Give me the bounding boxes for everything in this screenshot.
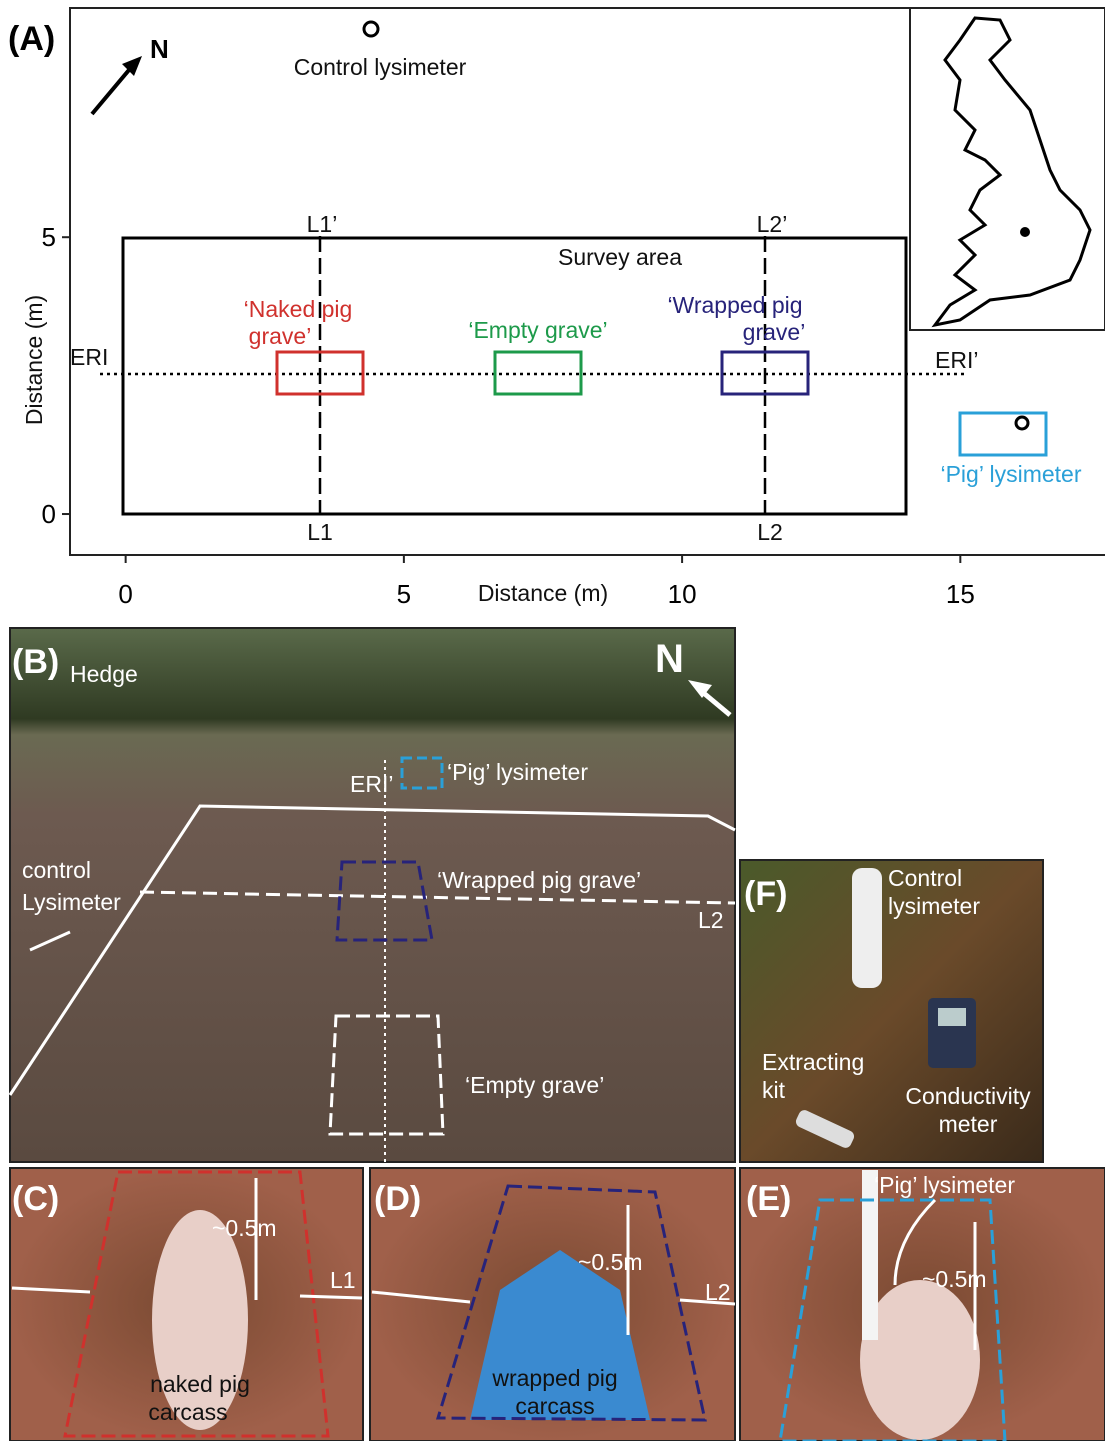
photo-b: (B) Hedge N ‘Pig’ lysimeter ERI’ control…	[8, 627, 736, 1163]
kit-label: Extracting	[762, 1049, 864, 1075]
l1-bottom: L1	[307, 519, 333, 545]
caption: naked pig	[150, 1371, 250, 1397]
site-location	[1020, 227, 1030, 237]
wrapped-carcass	[470, 1250, 650, 1420]
extracting-kit	[795, 1110, 855, 1148]
l2-line	[371, 1290, 471, 1304]
meter-screen	[938, 1008, 966, 1026]
survey-boundary	[8, 804, 736, 1096]
pig-lysimeter-marker	[1014, 415, 1030, 431]
inset-frame	[909, 7, 1105, 331]
wrapped-grave-label: ‘Wrapped pig grave’	[437, 867, 641, 893]
y-axis-label: Distance (m)	[21, 295, 47, 425]
l1-top: L1’	[307, 211, 338, 237]
pig-lysimeter-box	[958, 411, 1048, 457]
photo-e: (E) ‘Pig’ lysimeter ~0.5m	[739, 1167, 1105, 1441]
depth-label: ~0.5m	[578, 1249, 643, 1275]
wrapped-grave-label: ‘Wrapped pig	[667, 292, 802, 318]
wrapped-grave	[335, 860, 434, 942]
north-arrow	[90, 62, 136, 116]
pig-carcass	[860, 1280, 980, 1440]
photo-c: (C) ~0.5m L1 naked pig carcass	[9, 1167, 364, 1441]
x-tick-label: 0	[118, 579, 132, 609]
l2-line	[679, 1298, 736, 1306]
eri-label: ERI’	[350, 771, 393, 797]
l2-bottom: L2	[757, 519, 783, 545]
control-lysimeter-label: Control lysimeter	[294, 54, 467, 80]
x-tick-label: 5	[397, 579, 411, 609]
panel-label: (B)	[12, 643, 59, 681]
north-arrow	[698, 688, 732, 717]
eri-start: ERI	[70, 344, 108, 370]
pig-lysimeter-label: ‘Pig’ lysimeter	[447, 759, 588, 785]
panel-label: (C)	[12, 1180, 59, 1218]
panel-label: (E)	[746, 1180, 791, 1218]
l1-line	[11, 1286, 91, 1294]
l2-line	[139, 890, 736, 905]
control-lysimeter	[852, 868, 882, 988]
panel-label: (F)	[744, 875, 787, 913]
x-tick-label: 15	[946, 579, 975, 609]
meter-label: meter	[939, 1111, 998, 1137]
wrapped-grave-label: grave’	[743, 319, 806, 345]
photo-f-background	[739, 859, 1044, 1163]
survey-area	[121, 236, 908, 516]
north-arrow-head	[122, 56, 142, 76]
x-axis-label: Distance (m)	[478, 580, 608, 606]
control-arrow	[29, 930, 71, 952]
depth-label: ~0.5m	[212, 1215, 277, 1241]
caption: carcass	[515, 1393, 594, 1419]
plot-frame	[69, 7, 1105, 556]
y-tick-label: 5	[42, 222, 56, 252]
north-label: N	[150, 34, 169, 64]
caption: carcass	[148, 1399, 227, 1425]
north-arrow-head	[688, 680, 712, 698]
control-lysimeter-marker	[362, 20, 380, 38]
lysimeter-label: ‘Pig’ lysimeter	[874, 1172, 1015, 1198]
eri-end: ERI’	[935, 347, 978, 373]
x-tick-label: 10	[668, 579, 697, 609]
l1-line	[299, 1294, 363, 1300]
panel-label: (D)	[374, 1180, 421, 1218]
naked-grave-label: ‘Naked pig	[244, 296, 353, 322]
caption: wrapped pig	[491, 1365, 617, 1391]
panel-label: (A)	[8, 20, 55, 58]
survey-area-label: Survey area	[558, 244, 682, 270]
l2-top: L2’	[757, 211, 788, 237]
grave-outline	[435, 1184, 707, 1422]
hedge-label: Hedge	[70, 661, 138, 687]
empty-grave-label: ‘Empty grave’	[465, 1072, 604, 1098]
pig-lysimeter	[862, 1170, 878, 1340]
l1-label: L1	[330, 1267, 356, 1293]
l2-label: L2	[705, 1279, 731, 1305]
wrapped-grave	[720, 350, 810, 396]
y-tick-label: 0	[42, 499, 56, 529]
photo-d: (D) ~0.5m L2 wrapped pig carcass	[369, 1167, 736, 1441]
control-label: Control	[888, 865, 962, 891]
control-label: Lysimeter	[22, 889, 121, 915]
pig-lysimeter-box	[400, 756, 444, 790]
great-britain-outline	[931, 16, 1092, 328]
meter-label: Conductivity	[905, 1083, 1031, 1109]
control-label: control	[22, 857, 91, 883]
empty-grave	[493, 350, 583, 396]
naked-grave	[275, 350, 365, 396]
lysimeter-pointer	[893, 1198, 937, 1286]
pig-carcass	[152, 1210, 248, 1430]
kit-label: kit	[762, 1077, 786, 1103]
grave-outline	[63, 1170, 330, 1438]
north-label: N	[655, 637, 684, 681]
site-plan: (A) N Control lysimeter Survey area ERI …	[8, 7, 1105, 609]
l2-label: L2	[698, 907, 724, 933]
naked-grave-label: grave’	[249, 323, 312, 349]
photo-f: (F) Control lysimeter Extracting kit Con…	[739, 859, 1044, 1163]
empty-grave	[328, 1014, 445, 1136]
depth-label: ~0.5m	[922, 1266, 987, 1292]
pig-lysimeter-label: ‘Pig’ lysimeter	[940, 461, 1081, 487]
empty-grave-label: ‘Empty grave’	[468, 317, 607, 343]
control-label: lysimeter	[888, 893, 980, 919]
